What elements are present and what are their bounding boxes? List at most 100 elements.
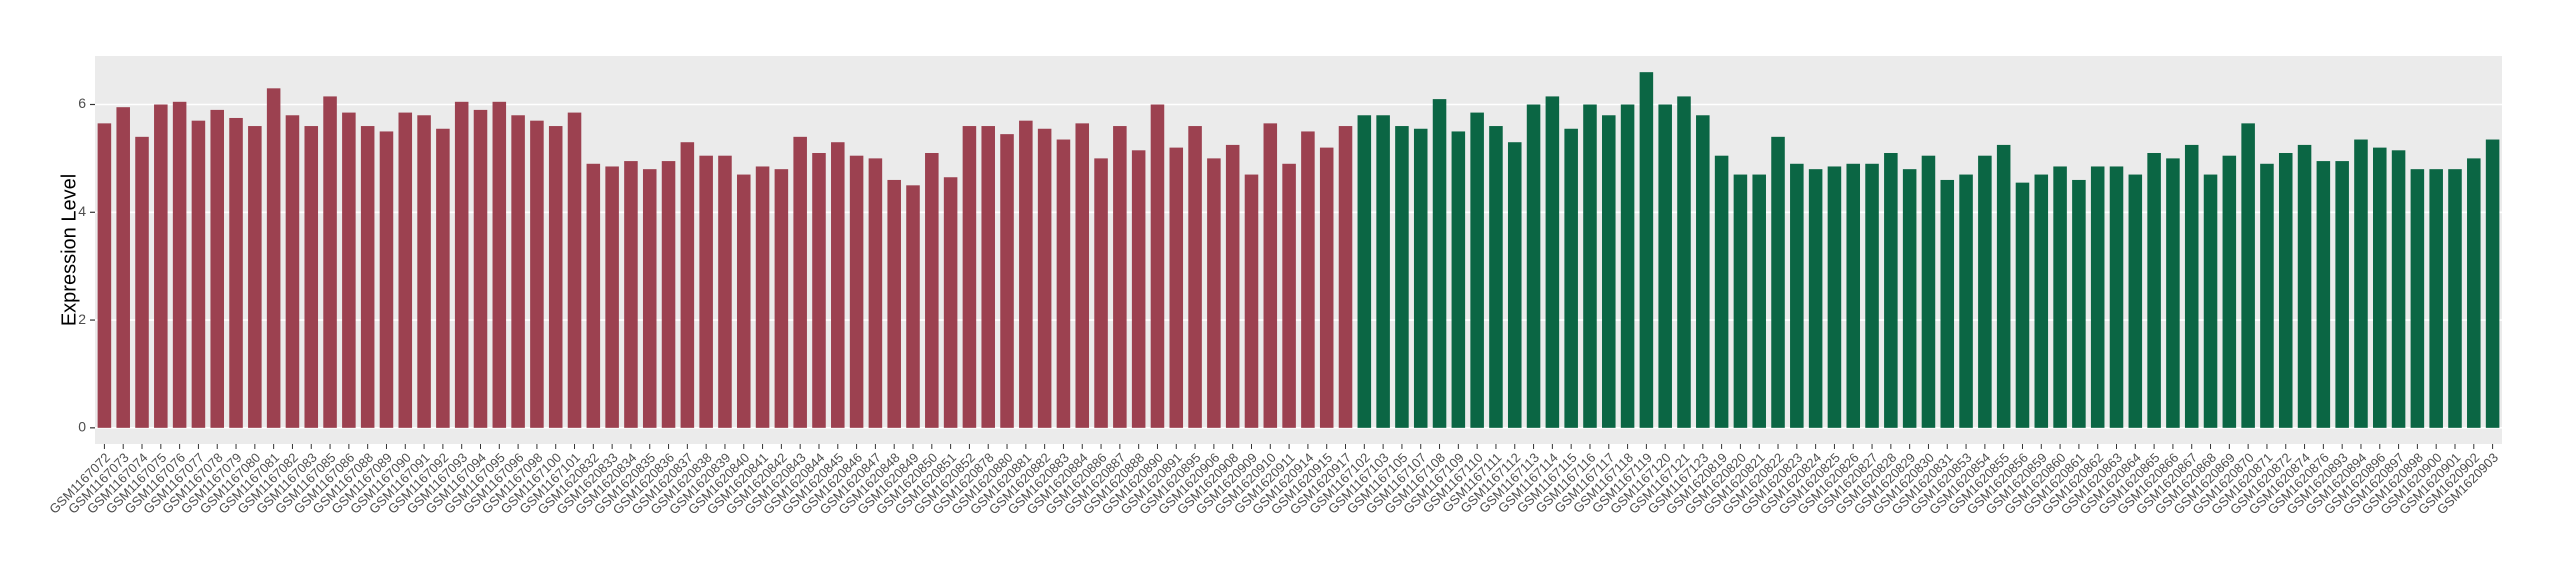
bar — [586, 163, 601, 428]
bar — [2467, 158, 2481, 428]
bar — [2053, 166, 2067, 428]
bar — [1752, 174, 1766, 428]
y-tick-label: 6 — [78, 95, 86, 111]
bar — [887, 179, 901, 428]
bar — [2429, 169, 2443, 428]
bar — [191, 120, 206, 428]
bar — [1150, 104, 1165, 428]
bar — [1376, 115, 1390, 428]
bar — [2034, 174, 2049, 428]
bar — [1507, 142, 1522, 428]
y-tick-label: 4 — [78, 203, 86, 219]
bar — [925, 153, 939, 428]
bar — [1301, 131, 1315, 428]
bar — [1996, 144, 2011, 428]
bar — [398, 112, 413, 428]
bar — [2166, 158, 2180, 428]
bar — [2410, 169, 2425, 428]
bar — [680, 142, 695, 428]
bar — [1620, 104, 1635, 428]
bar — [1940, 179, 1955, 428]
bar — [304, 126, 319, 428]
bar — [473, 109, 488, 428]
bar — [812, 153, 826, 428]
bar — [661, 161, 676, 428]
bar — [379, 131, 394, 428]
bar — [2297, 144, 2312, 428]
bar — [1169, 147, 1184, 428]
bar — [323, 96, 337, 428]
bar — [1413, 128, 1428, 428]
bar — [699, 155, 713, 428]
bar — [1113, 126, 1127, 428]
bar — [417, 115, 431, 428]
bar — [1808, 169, 1823, 428]
bar — [266, 88, 281, 428]
bar — [1771, 136, 1785, 428]
bar — [1846, 163, 1861, 428]
bar — [624, 161, 638, 428]
bar — [116, 107, 130, 428]
bar — [1207, 158, 1221, 428]
bar — [172, 101, 187, 428]
bar — [1037, 128, 1052, 428]
bar — [2222, 155, 2237, 428]
bar — [248, 126, 262, 428]
bar — [1921, 155, 1936, 428]
bar — [2372, 147, 2387, 428]
bar — [285, 115, 300, 428]
y-tick-label: 2 — [78, 311, 86, 327]
bar — [1959, 174, 1973, 428]
bar — [1677, 96, 1691, 428]
bar — [1019, 120, 1033, 428]
bar — [1714, 155, 1729, 428]
bar — [1489, 126, 1503, 428]
bar — [436, 128, 450, 428]
bar — [1658, 104, 1672, 428]
bar — [2278, 153, 2293, 428]
bar — [2391, 150, 2406, 428]
bar — [1432, 99, 1447, 428]
bar — [1357, 115, 1372, 428]
bar — [1263, 123, 1278, 428]
bar — [1075, 123, 1090, 428]
bar — [1865, 163, 1879, 428]
bar — [342, 112, 356, 428]
bar — [1056, 139, 1071, 428]
bar — [2109, 166, 2124, 428]
bar — [2241, 123, 2255, 428]
bar — [1395, 126, 1409, 428]
bar — [793, 136, 807, 428]
bar — [1451, 131, 1466, 428]
bar — [2147, 153, 2161, 428]
bar — [454, 101, 469, 428]
bar — [736, 174, 751, 428]
bar — [154, 104, 168, 428]
y-axis-title: Expression Level — [58, 174, 80, 326]
bar — [1094, 158, 1108, 428]
bar — [1827, 166, 1842, 428]
bar — [1602, 115, 1616, 428]
bar — [774, 169, 789, 428]
bar — [360, 126, 375, 428]
bar — [97, 123, 112, 428]
bar — [1639, 72, 1654, 428]
bar — [1564, 128, 1578, 428]
bar — [831, 142, 845, 428]
bar — [2316, 161, 2331, 428]
bar — [906, 185, 920, 428]
bar — [511, 115, 525, 428]
bar — [2015, 182, 2030, 428]
bar — [1902, 169, 1917, 428]
bar — [2090, 166, 2105, 428]
bar — [1000, 134, 1014, 428]
bar — [2072, 179, 2086, 428]
bar — [1884, 153, 1898, 428]
bar — [868, 158, 883, 428]
bar — [1282, 163, 1296, 428]
bar — [2448, 169, 2462, 428]
bar — [1790, 163, 1804, 428]
bar — [642, 169, 657, 428]
